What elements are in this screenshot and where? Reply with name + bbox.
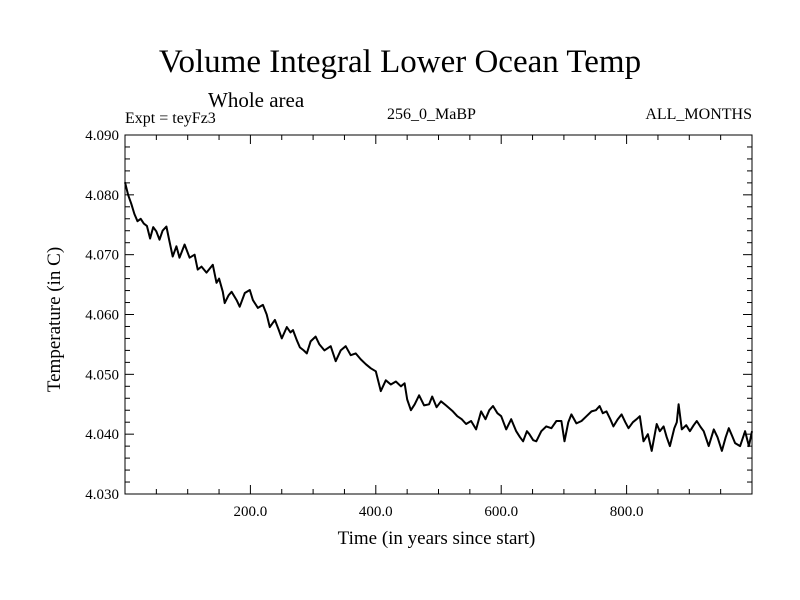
axis-ticks <box>125 135 752 494</box>
chart-title: Volume Integral Lower Ocean Temp <box>158 44 642 80</box>
x-axis-title: Time (in years since start) <box>338 528 536 549</box>
y-axis-title: Temperature (in C) <box>44 247 65 392</box>
series-line-teyFz3 <box>124 182 753 452</box>
period-label: 256_0_MaBP <box>387 106 476 123</box>
x-tick-label: 600.0 <box>484 504 518 520</box>
y-tick-label: 4.090 <box>85 128 119 144</box>
experiment-label: Expt = teyFz3 <box>125 110 216 127</box>
plot-frame <box>124 134 753 495</box>
chart-subtitle: Whole area <box>208 88 305 112</box>
x-tick-label: 800.0 <box>610 504 644 520</box>
months-label: ALL_MONTHS <box>645 106 752 123</box>
y-tick-label: 4.060 <box>85 308 119 324</box>
y-tick-label: 4.030 <box>85 487 119 503</box>
y-tick-label: 4.050 <box>85 367 119 383</box>
y-tick-label: 4.040 <box>85 427 119 443</box>
x-tick-label: 200.0 <box>234 504 268 520</box>
y-tick-label: 4.070 <box>85 248 119 264</box>
y-tick-label: 4.080 <box>85 188 119 204</box>
axis-tick-labels: 200.0 400.0 600.0 800.0 4.030 4.040 4.050 4.060… <box>85 128 643 520</box>
x-tick-label: 400.0 <box>359 504 393 520</box>
